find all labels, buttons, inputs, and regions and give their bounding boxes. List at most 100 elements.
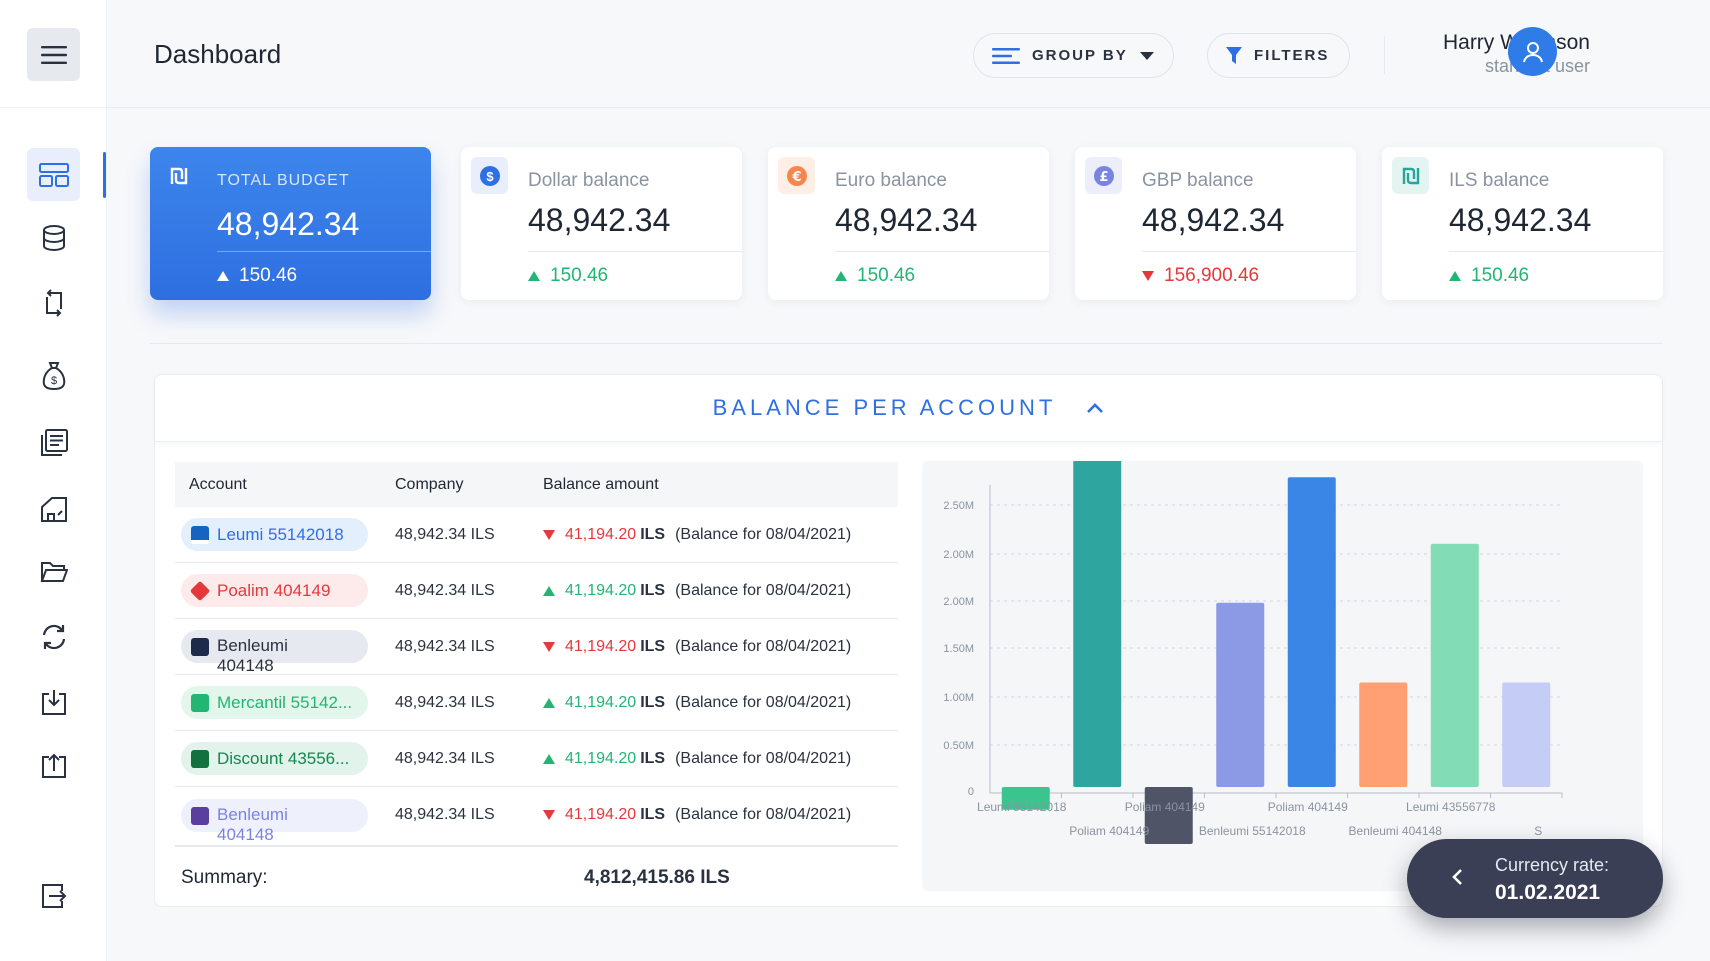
card-label: Dollar balance bbox=[528, 170, 650, 191]
balance-amount: 41,194.20 bbox=[565, 749, 637, 767]
card-delta: 150.46 bbox=[1449, 265, 1529, 287]
sidebar-divider bbox=[0, 107, 107, 108]
card-value: 48,942.34 bbox=[835, 202, 978, 238]
column-header-company[interactable]: Company bbox=[395, 475, 464, 493]
table-row[interactable]: Benleumi 404148 48,942.34 ILS 41,194.20 … bbox=[175, 619, 898, 675]
balance-currency: ILS bbox=[640, 637, 666, 655]
gbp-balance-card[interactable]: £ GBP balance 48,942.34 156,900.46 bbox=[1075, 147, 1356, 300]
card-value: 48,942.34 bbox=[217, 206, 360, 242]
x-tick-label: Benleumi 55142018 bbox=[1199, 824, 1306, 838]
account-chip[interactable]: Leumi 55142018 bbox=[181, 518, 368, 551]
account-chip[interactable]: Mercantil 55142... bbox=[181, 686, 368, 719]
balance-currency: ILS bbox=[640, 693, 666, 711]
sidebar-item-logout[interactable] bbox=[27, 869, 80, 922]
balance-currency: ILS bbox=[640, 581, 666, 599]
x-tick-label: Leumi 55142018 bbox=[977, 800, 1067, 814]
sidebar-item-transfers[interactable] bbox=[27, 276, 80, 329]
table-row[interactable]: Benleumi 404148 48,942.34 ILS 41,194.20 … bbox=[175, 787, 898, 844]
menu-button[interactable] bbox=[27, 28, 80, 81]
summary-value: 4,812,415.86 ILS bbox=[584, 867, 730, 888]
panel-header[interactable]: BALANCE PER ACCOUNT bbox=[155, 375, 1662, 442]
sidebar-item-import[interactable] bbox=[27, 675, 80, 728]
currency-rate-date: 01.02.2021 bbox=[1495, 881, 1601, 904]
chart-bar bbox=[1073, 445, 1122, 787]
section-divider bbox=[150, 343, 1663, 344]
column-header-account[interactable]: Account bbox=[189, 475, 247, 493]
card-label: TOTAL BUDGET bbox=[217, 172, 350, 189]
balance-per-account-panel: BALANCE PER ACCOUNT Account Company Bala… bbox=[154, 369, 1663, 907]
summary-label: Summary: bbox=[181, 867, 268, 888]
chevron-up-icon[interactable] bbox=[1086, 402, 1104, 414]
trend-down-icon bbox=[543, 641, 555, 652]
sidebar-item-funds[interactable]: $ bbox=[27, 349, 80, 402]
trend-up-icon bbox=[1449, 271, 1461, 281]
sidebar-item-analytics[interactable] bbox=[27, 482, 80, 535]
table-row[interactable]: Discount 43556... 48,942.34 ILS 41,194.2… bbox=[175, 731, 898, 787]
trend-up-icon bbox=[543, 585, 555, 596]
money-bag-icon: $ bbox=[41, 361, 67, 391]
group-by-button[interactable]: GROUP BY bbox=[973, 33, 1174, 78]
x-tick-label: Leumi 43556778 bbox=[1406, 800, 1496, 814]
balance-amount: 41,194.20 bbox=[565, 637, 637, 655]
download-icon bbox=[40, 688, 68, 716]
currency-rate-widget[interactable]: Currency rate: 01.02.2021 bbox=[1407, 839, 1663, 918]
trend-down-icon bbox=[543, 810, 555, 820]
chart-bar bbox=[1359, 682, 1408, 787]
balance-note: (Balance for 08/04/2021) bbox=[675, 693, 852, 711]
header-separator bbox=[1384, 36, 1385, 74]
trend-down-icon bbox=[543, 529, 555, 540]
nav-active-indicator bbox=[103, 152, 106, 198]
shekel-icon bbox=[169, 166, 189, 186]
y-tick-label: 2.00M bbox=[943, 596, 974, 608]
account-chip[interactable]: Discount 43556... bbox=[181, 742, 368, 775]
svg-text:$: $ bbox=[486, 169, 494, 184]
balance-amount: 41,194.20 bbox=[565, 581, 637, 599]
ils-balance-card[interactable]: ILS balance 48,942.34 150.46 bbox=[1382, 147, 1663, 300]
table-row[interactable]: Leumi 55142018 48,942.34 ILS 41,194.20 I… bbox=[175, 507, 898, 563]
filters-button[interactable]: FILTERS bbox=[1207, 33, 1350, 78]
column-header-balance[interactable]: Balance amount bbox=[543, 475, 659, 493]
chart-bar bbox=[1502, 682, 1551, 787]
bank-logo-icon bbox=[191, 693, 209, 712]
dollar-icon: $ bbox=[479, 165, 501, 187]
avatar[interactable] bbox=[1508, 27, 1557, 76]
hamburger-icon bbox=[40, 45, 67, 65]
table-row[interactable]: Poalim 404149 48,942.34 ILS 41,194.20 IL… bbox=[175, 563, 898, 619]
balance-note: (Balance for 08/04/2021) bbox=[675, 581, 852, 599]
dollar-balance-card[interactable]: $ Dollar balance 48,942.34 150.46 bbox=[461, 147, 742, 300]
header: Dashboard GROUP BY FILTERS Harry Wilkins… bbox=[107, 0, 1710, 108]
sidebar-item-export[interactable] bbox=[27, 738, 80, 791]
balance-amount: 41,194.20 bbox=[565, 525, 637, 543]
balance-cell: 41,194.20 ILS (Balance for 08/04/2021) bbox=[543, 806, 898, 824]
y-tick-label: 0 bbox=[968, 786, 974, 798]
account-name: Benleumi 404148 bbox=[217, 636, 288, 675]
y-tick-label: 1.50M bbox=[943, 643, 974, 655]
sidebar-item-reports[interactable] bbox=[27, 416, 80, 469]
sidebar-item-files[interactable] bbox=[27, 545, 80, 598]
table-row[interactable]: Mercantil 55142... 48,942.34 ILS 41,194.… bbox=[175, 675, 898, 731]
card-value: 48,942.34 bbox=[1449, 202, 1592, 238]
card-value: 48,942.34 bbox=[1142, 202, 1285, 238]
account-chip[interactable]: Benleumi 404148 bbox=[181, 798, 368, 844]
sidebar-item-sync[interactable] bbox=[27, 610, 80, 663]
company-cell: 48,942.34 ILS bbox=[395, 525, 495, 543]
account-name: Benleumi 404148 bbox=[217, 804, 288, 844]
balance-note: (Balance for 08/04/2021) bbox=[675, 749, 852, 767]
filter-icon bbox=[1226, 46, 1242, 65]
balance-amount: 41,194.20 bbox=[565, 806, 637, 823]
chevron-left-icon[interactable] bbox=[1445, 865, 1469, 889]
balance-amount: 41,194.20 bbox=[565, 693, 637, 711]
accounts-table: Account Company Balance amount Leumi 551… bbox=[175, 462, 898, 844]
account-chip[interactable]: Poalim 404149 bbox=[181, 574, 368, 607]
euro-balance-card[interactable]: € Euro balance 48,942.34 150.46 bbox=[768, 147, 1049, 300]
logout-icon bbox=[40, 882, 68, 910]
balance-note: (Balance for 08/04/2021) bbox=[675, 525, 852, 543]
card-delta: 150.46 bbox=[835, 265, 915, 287]
dashboard-icon bbox=[38, 162, 69, 187]
sidebar-item-database[interactable] bbox=[27, 211, 80, 264]
total-budget-card[interactable]: TOTAL BUDGET 48,942.34 150.46 bbox=[150, 147, 431, 300]
sidebar-item-dashboard[interactable] bbox=[27, 148, 80, 201]
card-icon-box: € bbox=[778, 157, 815, 194]
svg-text:€: € bbox=[791, 170, 801, 185]
account-chip[interactable]: Benleumi 404148 bbox=[181, 630, 368, 675]
